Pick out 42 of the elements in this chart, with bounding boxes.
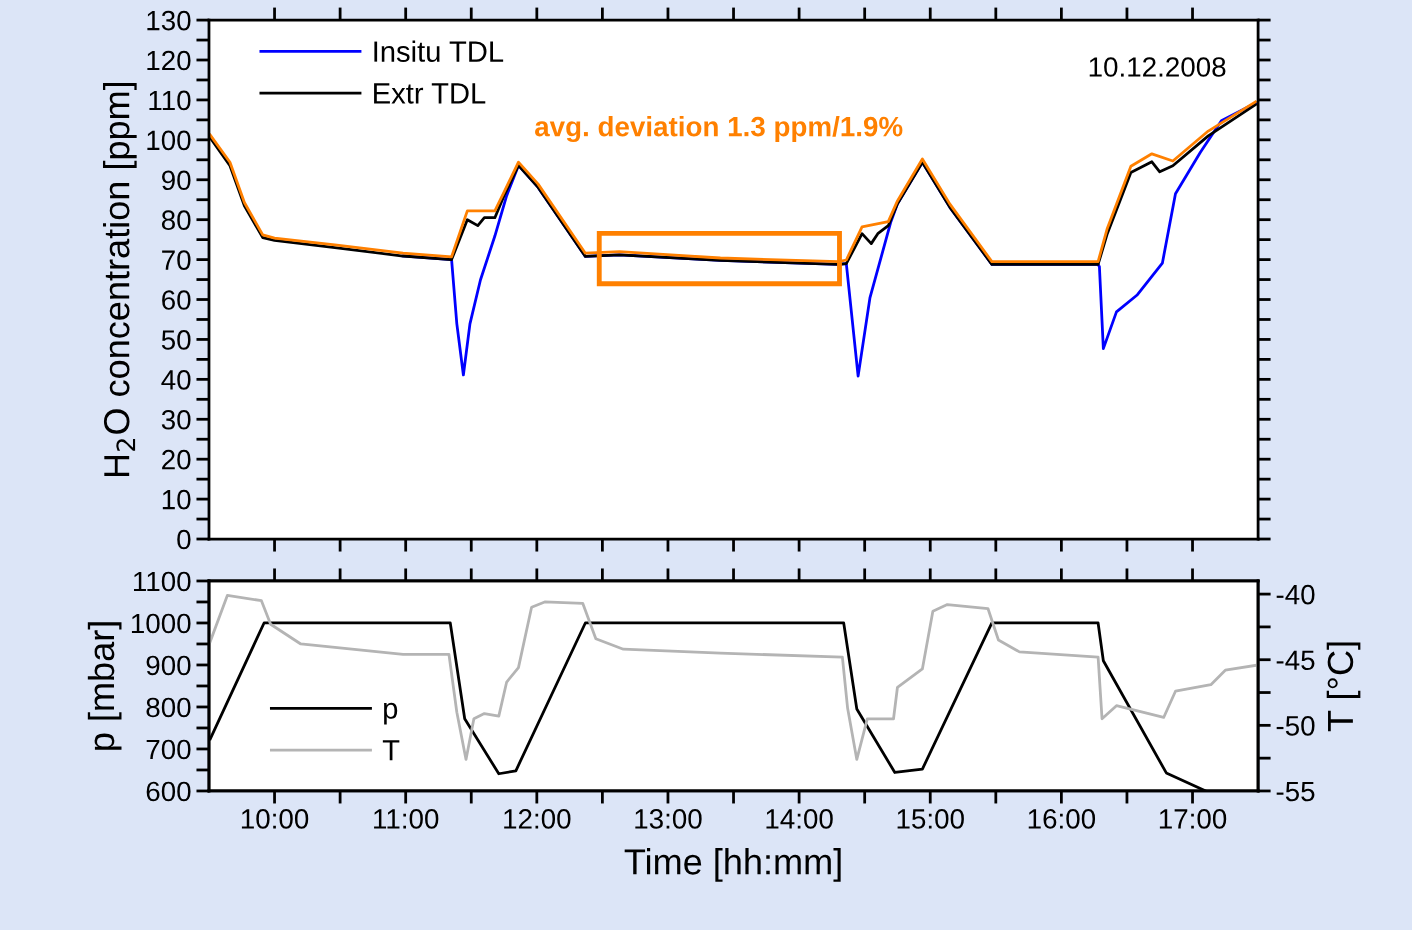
y-tick-label: 0	[177, 529, 191, 550]
y-tick-label: 100	[147, 130, 191, 151]
y-tick-label: 1000	[131, 613, 191, 634]
y-tick-label: 700	[146, 739, 191, 760]
y-tick-label: 50	[161, 330, 191, 350]
x-tick-label: 11:00	[374, 809, 439, 829]
x-tick-label: 17:00	[1159, 809, 1227, 829]
y-axis-title: p [mbar]	[87, 622, 122, 750]
y2-tick-label: -50	[1276, 716, 1315, 736]
y-tick-label: 40	[161, 370, 191, 390]
y-tick-label: 20	[162, 449, 191, 470]
y2-axis-title: T [°C]	[1326, 642, 1361, 732]
y2-tick-label: -45	[1276, 650, 1315, 671]
y-axis-title: H$_{2}$O concentration [ppm]	[103, 82, 137, 477]
y-tick-label: 30	[161, 409, 191, 430]
y-tick-label: 800	[146, 697, 191, 718]
y-tick-label: 80	[161, 210, 191, 231]
y-tick-label: 110	[149, 90, 191, 111]
y-tick-label: 70	[162, 250, 191, 270]
x-tick-label: 13:00	[635, 809, 702, 829]
legend-label: p	[384, 702, 398, 725]
y-tick-label: 90	[162, 170, 191, 191]
x-tick-label: 15:00	[897, 809, 964, 829]
y-tick-label: 120	[147, 50, 191, 71]
y-tick-label: 60	[162, 290, 191, 310]
y-tick-label: 600	[146, 781, 191, 802]
y-tick-label: 10	[162, 489, 191, 510]
x-tick-label: 16:00	[1028, 809, 1096, 829]
legend-label: T	[382, 740, 400, 761]
legend-label: Insitu TDL	[374, 40, 504, 62]
y-tick-label: 130	[147, 10, 191, 31]
x-tick-label: 10:00	[241, 809, 309, 829]
annotation: 10.12.2008	[1089, 57, 1226, 77]
x-axis-title: Time [hh:mm]	[624, 848, 841, 882]
x-tick-label: 12:00	[504, 809, 571, 829]
y-tick-label: 900	[146, 655, 191, 676]
annotation: avg. deviation 1.3 ppm/1.9%	[535, 116, 903, 143]
y2-tick-label: -55	[1276, 781, 1315, 802]
x-tick-label: 14:00	[766, 809, 833, 829]
legend-label: Extr TDL	[374, 83, 486, 104]
y-tick-label: 1100	[133, 571, 191, 592]
y2-tick-label: -40	[1276, 584, 1315, 605]
